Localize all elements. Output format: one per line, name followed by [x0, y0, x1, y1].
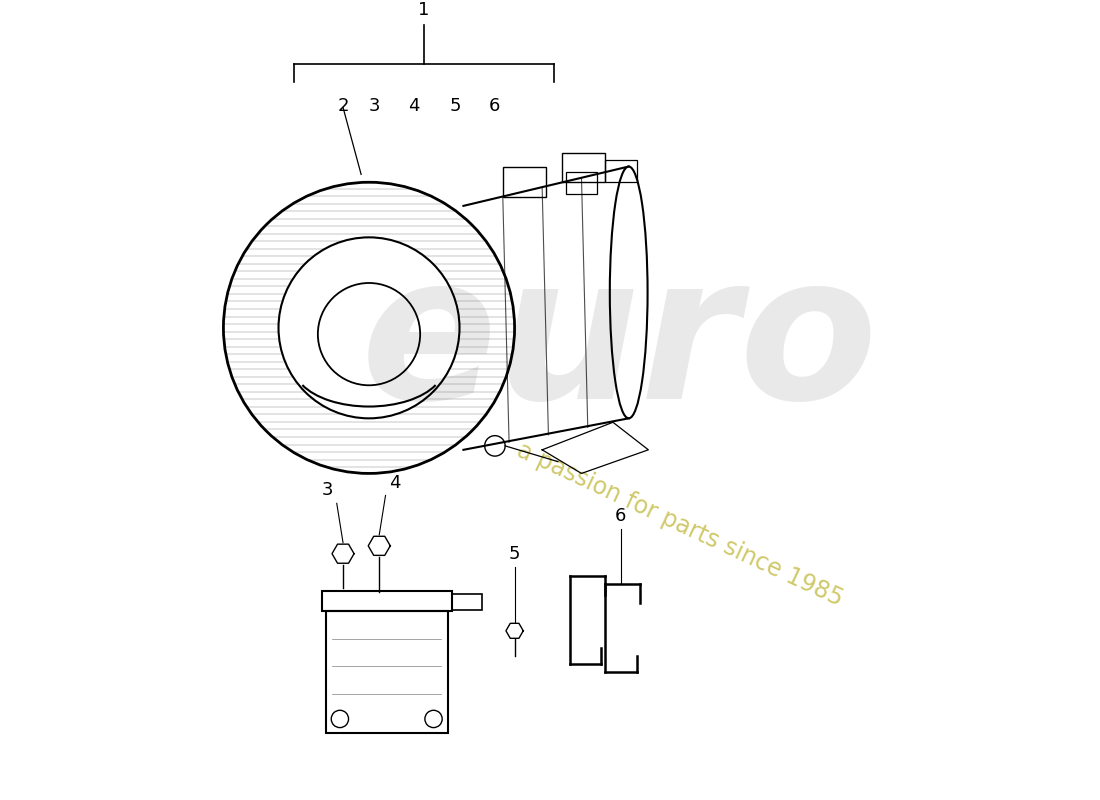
- Bar: [503, 166, 546, 197]
- Text: 1: 1: [418, 2, 430, 19]
- Text: 5: 5: [509, 545, 520, 563]
- Bar: [452, 594, 482, 610]
- Text: a passion for parts since 1985: a passion for parts since 1985: [513, 438, 847, 611]
- Bar: [605, 160, 637, 182]
- Text: 3: 3: [322, 482, 333, 499]
- Text: 4: 4: [408, 98, 419, 115]
- Text: 6: 6: [615, 506, 627, 525]
- Bar: [565, 172, 597, 194]
- Text: 4: 4: [388, 474, 400, 491]
- Text: euro: euro: [361, 246, 878, 441]
- Bar: [562, 153, 605, 182]
- Bar: [322, 591, 452, 611]
- Text: 5: 5: [450, 98, 461, 115]
- Text: 2: 2: [338, 98, 349, 115]
- Text: 3: 3: [368, 98, 381, 115]
- Text: 6: 6: [490, 98, 500, 115]
- Bar: [326, 611, 448, 733]
